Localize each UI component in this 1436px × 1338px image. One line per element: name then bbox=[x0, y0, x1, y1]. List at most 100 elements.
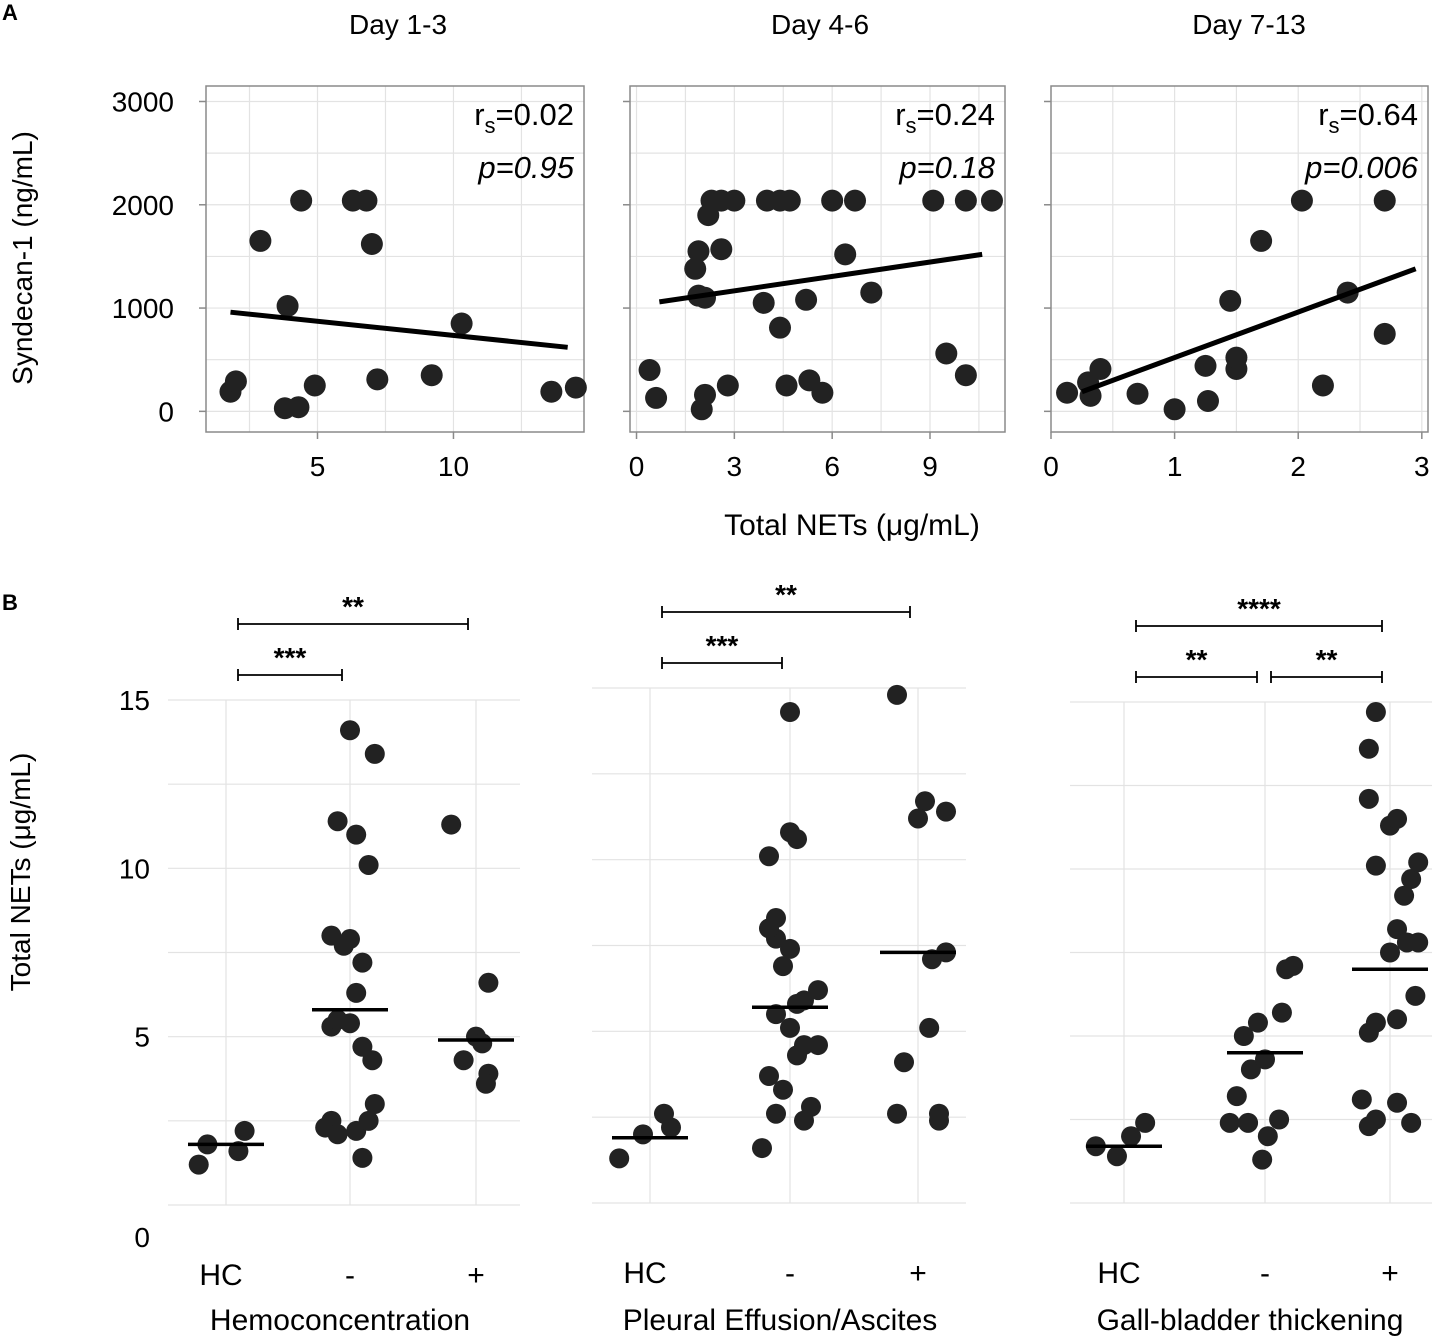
data-point bbox=[1250, 229, 1273, 252]
group-axis-label: Pleural Effusion/Ascites bbox=[623, 1304, 938, 1337]
data-point bbox=[1163, 398, 1186, 421]
strip-plot-pleural-effusion: HC - +Pleural Effusion/Ascites***** bbox=[592, 579, 966, 1337]
significance-stars: *** bbox=[706, 630, 739, 661]
data-point bbox=[290, 189, 313, 212]
plot-frame bbox=[205, 85, 585, 433]
data-point bbox=[1394, 885, 1415, 906]
r-value: =0.02 bbox=[496, 97, 574, 132]
data-point bbox=[694, 383, 716, 406]
y-tick-label: 15 bbox=[119, 685, 150, 716]
x-tick-label: 2 bbox=[1290, 451, 1306, 482]
r-value: =0.24 bbox=[917, 97, 995, 132]
r-subscript: s bbox=[1329, 113, 1340, 138]
data-point bbox=[1194, 354, 1217, 377]
data-point bbox=[450, 312, 473, 335]
data-point bbox=[1089, 357, 1112, 380]
data-point bbox=[1365, 702, 1386, 723]
significance-bracket bbox=[1135, 620, 1383, 632]
plot-frame bbox=[629, 85, 1006, 433]
chart-title: Day 7-13 bbox=[1192, 9, 1306, 40]
data-point bbox=[808, 1035, 828, 1056]
data-point bbox=[710, 238, 733, 261]
data-point bbox=[716, 374, 739, 397]
data-point bbox=[303, 374, 326, 397]
data-point bbox=[794, 990, 814, 1011]
y-tick-label: 10 bbox=[119, 853, 150, 884]
scatter-plot-day-4-6: Day 4-6 0 3 6 9 rs=0.24 p=0.18 bbox=[623, 9, 1006, 482]
data-point bbox=[340, 929, 360, 950]
data-point bbox=[780, 938, 800, 959]
data-point bbox=[811, 381, 834, 404]
significance-stars: ** bbox=[775, 579, 797, 610]
data-point bbox=[860, 281, 883, 304]
data-point bbox=[609, 1148, 630, 1169]
panel-a-y-axis-label: Syndecan-1 (ng/mL) bbox=[7, 131, 38, 385]
data-point bbox=[340, 1013, 360, 1034]
data-point bbox=[1387, 808, 1408, 829]
data-point bbox=[1373, 322, 1396, 345]
data-point bbox=[1408, 852, 1429, 873]
r-symbol: r bbox=[895, 97, 905, 132]
data-point bbox=[1380, 942, 1400, 963]
data-point bbox=[687, 240, 710, 263]
data-point bbox=[1290, 189, 1313, 212]
data-point bbox=[1401, 869, 1422, 890]
data-point bbox=[887, 1103, 907, 1124]
data-point bbox=[1311, 374, 1334, 397]
data-point bbox=[723, 189, 746, 212]
data-point bbox=[778, 189, 801, 212]
significance-bracket bbox=[661, 606, 911, 618]
data-point bbox=[773, 956, 793, 977]
y-tick-label: 1000 bbox=[112, 293, 174, 324]
data-point bbox=[564, 376, 587, 399]
data-point bbox=[759, 1065, 779, 1086]
y-tick-label: 3000 bbox=[112, 86, 174, 117]
category-label: HC bbox=[623, 1257, 666, 1290]
data-point bbox=[1269, 1109, 1290, 1130]
data-point bbox=[752, 291, 775, 314]
y-tick-label: 5 bbox=[134, 1022, 150, 1053]
correlation-coefficient: rs=0.64 bbox=[1318, 97, 1418, 138]
x-tick-label: 3 bbox=[727, 451, 743, 482]
data-point bbox=[1365, 1012, 1386, 1033]
panel-label-b: B bbox=[2, 590, 18, 615]
data-point bbox=[780, 1017, 800, 1038]
r-value: =0.64 bbox=[1340, 97, 1418, 132]
data-point bbox=[346, 824, 367, 845]
significance-stars: ** bbox=[1316, 644, 1338, 675]
correlation-coefficient: rs=0.02 bbox=[474, 97, 574, 138]
r-symbol: r bbox=[474, 97, 484, 132]
y-tick-label: 0 bbox=[158, 396, 174, 427]
data-point bbox=[766, 1004, 786, 1025]
data-point bbox=[234, 1120, 255, 1141]
data-point bbox=[1196, 390, 1219, 413]
data-point bbox=[364, 1094, 385, 1114]
strip-plot-gallbladder: HC - +Gall-bladder thickening** ****** bbox=[1070, 593, 1432, 1337]
data-point bbox=[224, 370, 247, 393]
x-tick-label: 0 bbox=[1043, 451, 1059, 482]
data-point bbox=[935, 342, 958, 365]
data-point bbox=[346, 982, 367, 1003]
data-point bbox=[1233, 1026, 1254, 1046]
panel-a-x-axis-label: Total NETs (μg/mL) bbox=[724, 509, 980, 542]
data-point bbox=[769, 316, 791, 339]
data-point bbox=[834, 243, 857, 266]
data-point bbox=[366, 368, 389, 391]
data-point bbox=[188, 1154, 209, 1175]
data-point bbox=[1219, 289, 1242, 312]
data-point bbox=[936, 801, 956, 822]
data-point bbox=[352, 952, 373, 973]
scatter-plot-day-1-3: Day 1-3 0 1000 2000 3000 5 10 rs=0.02 p=0.95 bbox=[112, 9, 587, 482]
y-tick-label: 2000 bbox=[112, 190, 174, 221]
x-tick-label: 0 bbox=[629, 451, 645, 482]
data-point bbox=[980, 189, 1003, 212]
data-point bbox=[1271, 1002, 1292, 1023]
data-point bbox=[287, 396, 310, 419]
x-tick-label: 9 bbox=[922, 451, 938, 482]
y-tick-label: 0 bbox=[134, 1222, 150, 1253]
category-label: - bbox=[345, 1259, 355, 1292]
data-point bbox=[638, 359, 661, 382]
data-point bbox=[327, 811, 348, 832]
